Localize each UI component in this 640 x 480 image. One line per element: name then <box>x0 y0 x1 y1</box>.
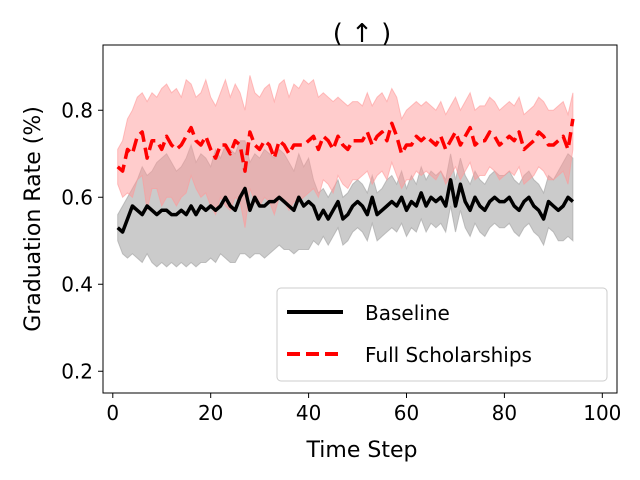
x-tick-label: 40 <box>296 401 321 425</box>
plot-area <box>116 75 575 268</box>
x-tick-label: 0 <box>106 401 119 425</box>
y-tick-label: 0.8 <box>61 98 93 122</box>
chart-title: ( ↑ ) <box>333 19 392 49</box>
full-scholarships-confidence-band <box>117 75 574 228</box>
x-tick-label: 20 <box>198 401 223 425</box>
full-scholarships-series-line <box>116 118 575 173</box>
x-tick-label: 60 <box>394 401 419 425</box>
x-tick-label: 100 <box>583 401 621 425</box>
plot-frame <box>102 44 618 394</box>
legend: Baseline Full Scholarships <box>276 287 608 382</box>
y-axis-label: Graduation Rate (%) <box>21 106 46 332</box>
y-tick-label: 0.4 <box>61 272 93 296</box>
x-axis-label: Time Step <box>306 438 418 463</box>
axes: 0 20 40 60 80 100 0.2 0.4 0.6 0.8 <box>61 44 621 425</box>
y-tick-label: 0.6 <box>61 185 93 209</box>
y-tick-label: 0.2 <box>61 359 93 383</box>
legend-label-full-scholarships: Full Scholarships <box>365 343 532 367</box>
x-tick-label: 80 <box>492 401 517 425</box>
legend-box <box>276 287 608 382</box>
legend-label-baseline: Baseline <box>365 301 450 325</box>
baseline-series-line <box>116 178 575 234</box>
